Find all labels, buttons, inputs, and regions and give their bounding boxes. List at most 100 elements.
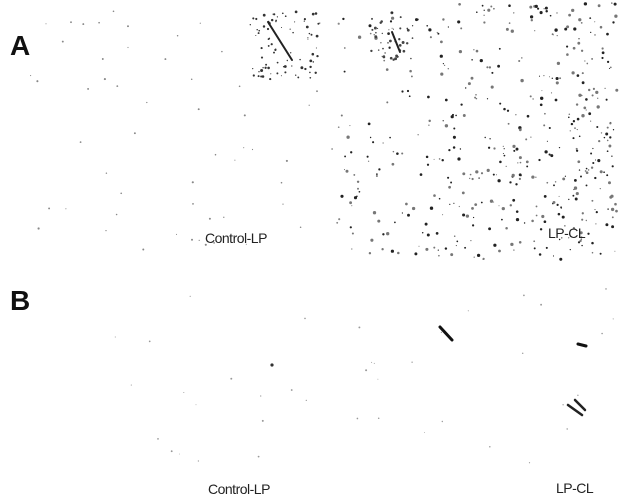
speck	[585, 170, 587, 172]
speck	[538, 159, 540, 161]
speck	[457, 157, 460, 160]
speck	[382, 33, 383, 34]
speck	[483, 258, 485, 260]
speck	[512, 174, 515, 177]
speck	[460, 27, 462, 29]
speck	[291, 65, 292, 66]
speck	[579, 169, 580, 170]
speck	[275, 20, 277, 22]
speck	[399, 27, 401, 29]
speck	[471, 77, 474, 80]
speck	[489, 66, 491, 68]
speck	[556, 12, 557, 13]
speck	[418, 246, 419, 247]
speck	[531, 220, 534, 223]
speck	[441, 159, 443, 161]
speck	[584, 2, 587, 5]
speck	[612, 21, 614, 23]
speck	[378, 418, 380, 420]
speck	[438, 255, 440, 257]
speck	[396, 152, 399, 155]
speck	[426, 156, 429, 159]
speck	[546, 182, 548, 184]
speck	[604, 137, 605, 138]
speck	[490, 6, 492, 8]
speck	[471, 207, 474, 210]
speck	[369, 252, 371, 254]
speck	[536, 215, 538, 217]
speck	[378, 49, 379, 50]
speck	[466, 214, 469, 217]
speck	[221, 51, 222, 52]
speck	[304, 318, 306, 320]
speck	[273, 13, 275, 15]
speck	[606, 174, 608, 176]
speck	[263, 25, 265, 27]
speck	[615, 210, 618, 213]
speck	[270, 73, 271, 74]
speck	[475, 94, 477, 96]
speck	[267, 67, 270, 70]
speck	[409, 95, 411, 97]
speck	[291, 389, 293, 391]
speck	[433, 194, 436, 197]
speck	[503, 108, 506, 111]
speck	[577, 395, 578, 396]
speck	[602, 51, 605, 54]
speck	[402, 41, 405, 44]
speck	[577, 42, 580, 45]
speck	[606, 33, 609, 36]
speck	[444, 65, 445, 66]
speck	[394, 57, 397, 60]
speck	[453, 127, 455, 129]
speck	[391, 17, 394, 20]
speck	[177, 35, 178, 36]
speck	[346, 136, 349, 139]
speck	[550, 154, 553, 157]
speck	[504, 148, 505, 149]
speck	[533, 240, 535, 242]
speck	[371, 29, 373, 31]
speck	[577, 129, 578, 130]
speck	[519, 128, 522, 131]
speck	[370, 137, 371, 138]
speck	[544, 113, 546, 115]
speck	[338, 218, 340, 220]
speck	[440, 73, 443, 76]
speck	[510, 243, 513, 246]
speck	[412, 25, 413, 26]
speck	[582, 212, 584, 214]
speck	[281, 75, 282, 76]
speck	[611, 2, 613, 4]
speck	[478, 177, 479, 178]
speck	[573, 120, 575, 122]
speck	[594, 34, 596, 36]
speck	[171, 450, 173, 452]
speck	[319, 23, 320, 24]
speck	[448, 186, 451, 189]
speck	[608, 181, 611, 184]
speck	[460, 148, 461, 149]
speck	[391, 250, 394, 253]
speck	[312, 13, 315, 16]
speck	[455, 115, 457, 117]
speck	[531, 19, 533, 21]
speck	[389, 40, 392, 43]
speck	[474, 257, 475, 258]
speck	[273, 52, 275, 54]
speck	[612, 216, 614, 218]
speck	[285, 15, 287, 17]
speck	[577, 118, 580, 121]
speck	[556, 77, 559, 80]
speck	[575, 198, 578, 201]
speck	[519, 156, 522, 159]
speck	[609, 122, 611, 124]
speck	[571, 9, 574, 12]
speck	[316, 90, 318, 92]
speck	[82, 23, 84, 25]
speck	[417, 18, 419, 20]
micrograph-b	[115, 22, 614, 463]
speck	[525, 138, 527, 140]
speck	[577, 160, 580, 163]
speck	[401, 90, 403, 92]
